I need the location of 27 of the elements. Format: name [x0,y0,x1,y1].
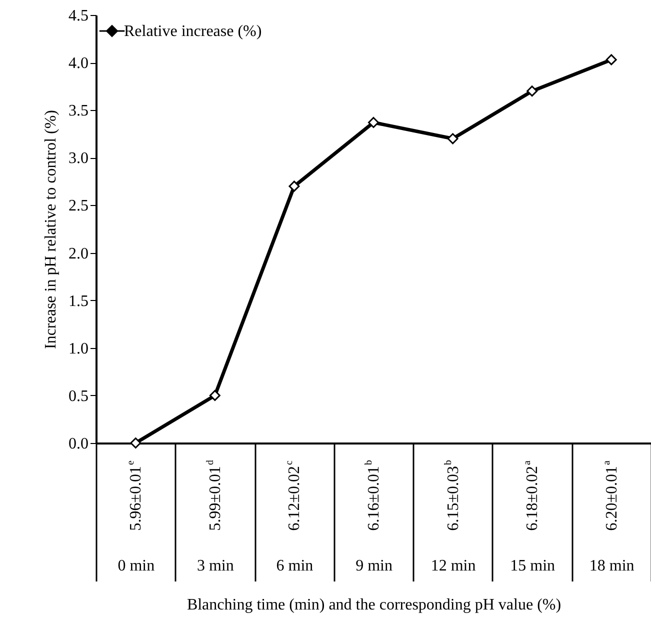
x-tick-label: 0 min [118,558,155,574]
y-tick-label: 0.5 [68,388,88,405]
x-tick-label: 12 min [430,558,476,574]
y-tick-label: 1.5 [68,292,88,310]
text: 6.18±0.02a [522,460,542,531]
text: 6.16±0.01b [364,460,382,531]
y-tick-label: 0.0 [68,436,88,452]
text: 5.99±0.01d [204,460,224,531]
x-tick-label: 15 min [510,558,556,574]
y-tick-label: 4.0 [68,55,88,72]
y-tick-label: 2.0 [68,245,88,262]
y-tick-label: 3.0 [68,150,88,168]
text: 6.20±0.01a [601,460,620,531]
y-tick-label: 4.5 [68,8,88,24]
y-tick-label: 3.5 [68,102,88,120]
x-axis-title: Blanching time (min) and the corresponding pH value (%) [186,596,562,614]
text: 5.96±0.01e [126,460,145,531]
y-tick-label: 1.0 [68,340,88,358]
y-tick-label: 2.5 [68,198,88,215]
legend-label: Relative increase (%) [124,23,262,40]
x-tick-label: 18 min [589,558,634,574]
x-tick-label: 6 min [276,558,314,574]
y-axis-title: Increase in pH relative to control (%) [42,110,60,350]
x-tick-label: 9 min [356,558,392,574]
text: 6.12±0.02c [284,460,304,531]
text: 6.15±0.03b [442,460,462,531]
x-tick-label: 3 min [196,558,234,574]
